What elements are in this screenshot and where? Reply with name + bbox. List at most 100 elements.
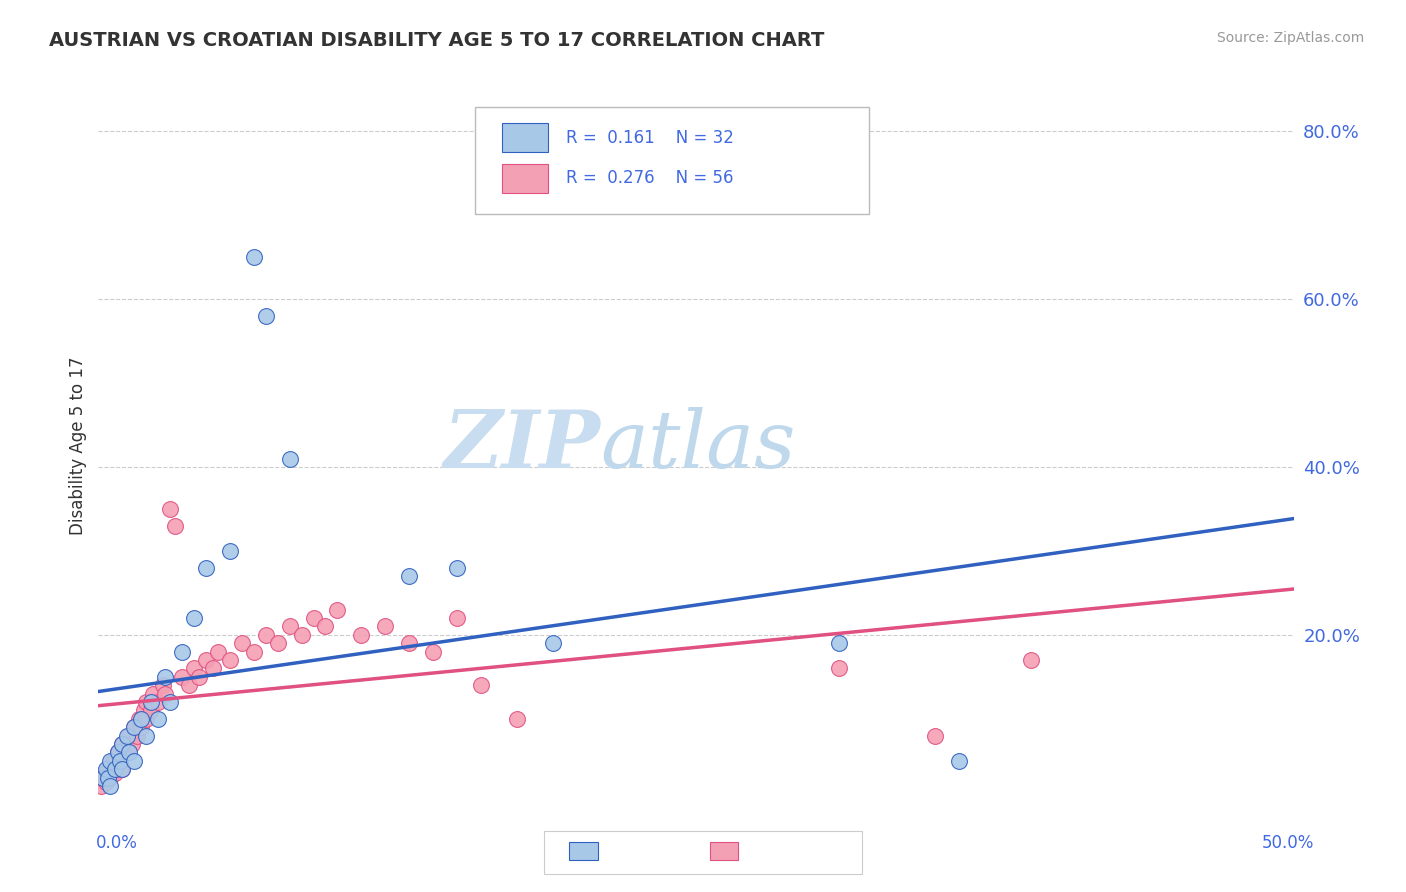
Point — [124, 754, 146, 768]
Point — [924, 729, 946, 743]
Point — [470, 678, 492, 692]
Point — [326, 603, 349, 617]
Point — [183, 611, 205, 625]
Point — [207, 645, 229, 659]
Text: R =  0.276    N = 56: R = 0.276 N = 56 — [565, 169, 733, 187]
Point — [243, 250, 266, 264]
Point — [374, 619, 396, 633]
Point — [108, 754, 131, 768]
Point — [315, 619, 337, 633]
Point — [148, 695, 170, 709]
Point — [142, 687, 165, 701]
Point — [278, 619, 301, 633]
Point — [350, 628, 373, 642]
Point — [202, 661, 225, 675]
FancyBboxPatch shape — [475, 107, 869, 214]
Point — [267, 636, 290, 650]
Point — [124, 720, 146, 734]
Point — [91, 771, 114, 785]
Point — [172, 670, 194, 684]
Point — [159, 695, 181, 709]
Point — [422, 645, 444, 659]
Point — [97, 771, 120, 785]
Point — [98, 754, 122, 768]
Point — [90, 779, 112, 793]
Text: 0.0%: 0.0% — [96, 834, 138, 852]
Point — [195, 560, 218, 574]
Point — [948, 754, 970, 768]
Point — [139, 695, 162, 709]
Point — [131, 712, 153, 726]
Text: 50.0%: 50.0% — [1263, 834, 1315, 852]
Point — [159, 502, 181, 516]
Point — [446, 611, 468, 625]
Point — [104, 762, 127, 776]
Point — [183, 661, 205, 675]
Point — [104, 766, 127, 780]
Point — [152, 678, 174, 692]
Point — [107, 746, 129, 760]
Point — [108, 754, 131, 768]
Point — [254, 628, 277, 642]
Point — [118, 729, 141, 743]
Point — [97, 762, 120, 776]
Point — [135, 712, 157, 726]
Point — [195, 653, 218, 667]
Text: AUSTRIAN VS CROATIAN DISABILITY AGE 5 TO 17 CORRELATION CHART: AUSTRIAN VS CROATIAN DISABILITY AGE 5 TO… — [49, 31, 824, 50]
Bar — [502, 123, 548, 152]
Point — [828, 636, 851, 650]
Text: Austrians: Austrians — [605, 844, 676, 858]
Point — [91, 771, 114, 785]
Point — [541, 636, 564, 650]
Point — [155, 670, 177, 684]
Point — [148, 712, 170, 726]
Point — [254, 309, 277, 323]
Point — [131, 720, 153, 734]
Point — [124, 720, 146, 734]
Point — [98, 771, 122, 785]
Point — [243, 645, 266, 659]
Point — [187, 670, 209, 684]
Point — [111, 737, 134, 751]
Point — [1019, 653, 1042, 667]
Point — [128, 712, 150, 726]
Text: atlas: atlas — [600, 408, 796, 484]
Point — [446, 560, 468, 574]
Point — [139, 703, 162, 717]
Y-axis label: Disability Age 5 to 17: Disability Age 5 to 17 — [69, 357, 87, 535]
Bar — [502, 164, 548, 193]
Point — [94, 774, 117, 789]
Point — [107, 746, 129, 760]
Point — [291, 628, 314, 642]
Point — [111, 762, 134, 776]
Point — [115, 746, 138, 760]
Point — [231, 636, 253, 650]
Point — [121, 737, 143, 751]
Point — [125, 729, 148, 743]
Point — [111, 737, 134, 751]
Point — [98, 779, 122, 793]
Point — [118, 746, 141, 760]
Point — [111, 762, 134, 776]
Point — [107, 762, 129, 776]
Point — [101, 754, 124, 768]
Point — [219, 653, 242, 667]
Text: R =  0.161    N = 32: R = 0.161 N = 32 — [565, 128, 734, 146]
Point — [179, 678, 201, 692]
Point — [398, 569, 420, 583]
Point — [94, 762, 117, 776]
Point — [398, 636, 420, 650]
Point — [219, 544, 242, 558]
Point — [132, 703, 155, 717]
Point — [155, 687, 177, 701]
Point — [135, 695, 157, 709]
Point — [302, 611, 325, 625]
Point — [172, 645, 194, 659]
Point — [135, 729, 157, 743]
Point — [828, 661, 851, 675]
Text: Croatians: Croatians — [745, 844, 818, 858]
Point — [278, 451, 301, 466]
Text: Source: ZipAtlas.com: Source: ZipAtlas.com — [1216, 31, 1364, 45]
Point — [163, 518, 186, 533]
Point — [115, 729, 138, 743]
